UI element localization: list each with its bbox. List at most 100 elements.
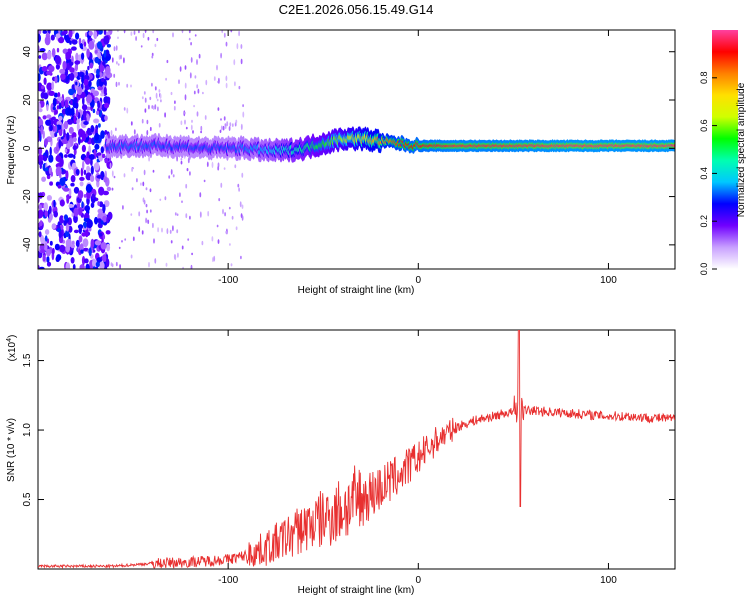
noise-blob [96, 218, 102, 224]
colorbar-tick-label: 0.4 [699, 167, 709, 180]
noise-blob [94, 143, 100, 150]
noise-blob [54, 109, 59, 115]
noise-blob [90, 165, 94, 175]
noise-blob [68, 188, 72, 197]
spectrogram-ytick-label: -40 [22, 237, 33, 252]
scatter-blob [225, 230, 228, 234]
scatter-blob [196, 59, 198, 65]
spectrogram-ytick-label: 40 [22, 46, 33, 58]
snr-frame [37, 329, 676, 570]
scatter-blob [183, 111, 186, 115]
scatter-blob [141, 96, 144, 100]
scatter-blob [146, 129, 149, 136]
noise-blob [44, 210, 49, 218]
noise-blob [38, 30, 42, 35]
scatter-blob [123, 173, 126, 178]
noise-blob [86, 165, 91, 173]
noise-blob [89, 62, 94, 69]
noise-blob [98, 123, 101, 128]
scatter-blob [178, 79, 180, 84]
scatter-blob [117, 30, 119, 33]
scatter-blob [173, 253, 176, 260]
noise-blob [58, 115, 63, 121]
noise-blob [89, 175, 95, 182]
scatter-blob [123, 107, 126, 111]
scatter-blob [225, 41, 228, 47]
scatter-blob [151, 52, 154, 57]
colorbar-ticks: 0.0 0.2 0.4 0.6 0.8 [699, 72, 717, 276]
scatter-blob [198, 53, 201, 59]
noise-blob [81, 130, 86, 136]
scatter-blob [164, 112, 167, 118]
noise-blob [97, 152, 102, 156]
noise-blob [88, 40, 95, 50]
snr-panel: -100 0 100 0.5 1.0 1.5 Height of straight lin… [6, 329, 676, 596]
noise-blob [48, 65, 55, 73]
spectrogram-ytick-label: 0 [22, 145, 33, 151]
scatter-blob [220, 125, 223, 131]
noise-blob [71, 84, 76, 91]
noise-blob [84, 228, 89, 238]
scatter-blob [133, 30, 136, 35]
noise-blob [73, 186, 80, 194]
scatter-blob [182, 266, 184, 269]
noise-blob [49, 124, 53, 132]
noise-blob [64, 154, 68, 158]
scatter-blob [181, 245, 184, 250]
scatter-blob [145, 217, 147, 224]
scatter-blob [233, 59, 236, 66]
scatter-blob [242, 111, 245, 118]
noise-blob [38, 133, 42, 138]
noise-blob [75, 52, 79, 62]
noise-blob [43, 92, 49, 100]
noise-blob [66, 119, 74, 125]
noise-blob [41, 176, 46, 182]
scatter-blob [220, 182, 223, 188]
noise-blob [85, 263, 90, 269]
scatter-blob [149, 188, 152, 193]
scatter-blob [138, 226, 141, 232]
noise-blob [90, 125, 95, 133]
scatter-blob [185, 126, 188, 130]
noise-blob [106, 216, 109, 224]
scatter-blob [140, 182, 142, 186]
noise-blob [38, 73, 41, 82]
noise-blob [58, 230, 62, 239]
colorbar-tick-label: 0.0 [699, 263, 709, 276]
noise-blob [104, 115, 108, 121]
scatter-blob [177, 252, 179, 258]
scatter-blob [173, 105, 176, 111]
scatter-blob [124, 238, 127, 241]
scatter-blob [199, 211, 202, 218]
scatter-blob [190, 124, 193, 131]
noise-blob [102, 204, 106, 213]
noise-blob [76, 122, 80, 132]
scatter-blob [143, 169, 146, 176]
scatter-blob [136, 178, 138, 183]
noise-blob [95, 261, 100, 268]
noise-blob [107, 211, 113, 220]
scatter-blob [220, 52, 223, 59]
noise-blob [46, 114, 52, 119]
scatter-blob [115, 45, 118, 51]
noise-blob [99, 261, 105, 269]
noise-blob [56, 47, 60, 53]
noise-blob [57, 96, 63, 102]
scatter-blob [201, 240, 204, 246]
scatter-blob [166, 59, 169, 64]
noise-blob [103, 200, 110, 208]
scatter-blob [190, 57, 193, 63]
scatter-blob [200, 130, 203, 134]
noise-blob [101, 78, 105, 82]
scatter-blob [174, 212, 177, 216]
scatter-blob [123, 57, 125, 64]
snr-ytick-label: 0.5 [22, 492, 33, 506]
colorbar-label: Normalized spectral amplitude [736, 82, 747, 217]
scatter-blob [111, 57, 114, 63]
noise-blob [38, 102, 41, 110]
scatter-blob [222, 125, 225, 131]
spectrogram-panel: -100 0 100 -40 -20 0 20 40 Height of straight l… [6, 29, 676, 296]
noise-blob [75, 239, 80, 248]
scatter-blob [170, 91, 173, 96]
spectrogram-ytick-label: 20 [22, 94, 33, 106]
